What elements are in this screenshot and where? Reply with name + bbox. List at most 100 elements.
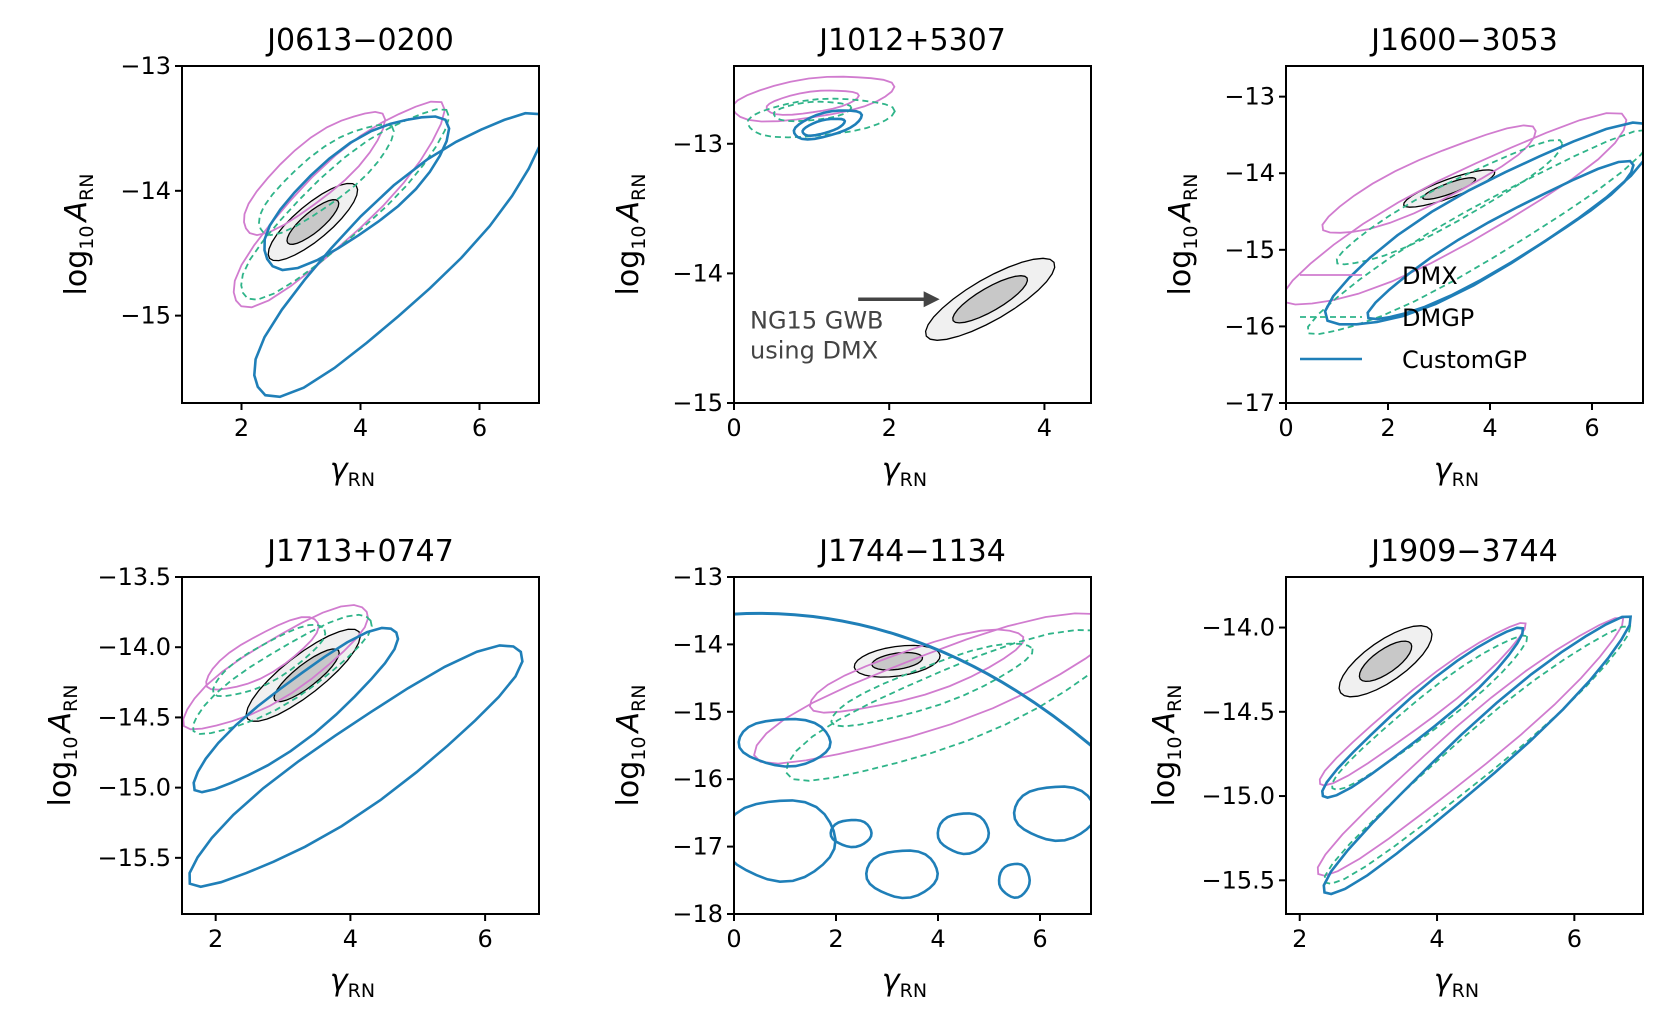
panel-j0613-0200: 2 4 6 −15 −14 −13 J0613−0200 γRN log10ARN (59, 23, 540, 491)
plot-area (1286, 112, 1643, 335)
x-tick-label: 6 (477, 925, 492, 953)
contour-customgp-2 (192, 626, 400, 794)
x-axis-label: γRN (1434, 452, 1479, 491)
contour-dmgp-1 (240, 108, 451, 301)
series-ng15-gwb (853, 644, 941, 678)
series-customgp (792, 109, 864, 141)
y-tick-label: −15.5 (1201, 866, 1275, 894)
x-tick-label: 4 (353, 414, 368, 442)
series-customgp (188, 626, 524, 889)
x-tick-label: 0 (726, 414, 741, 442)
contour-customgp-5 (829, 818, 873, 849)
x-tick-label: 4 (1037, 414, 1052, 442)
y-tick-label: −14.0 (97, 633, 171, 661)
x-tick-label: 6 (1567, 925, 1582, 953)
contour-customgp-4 (1012, 785, 1091, 843)
contour-ng15-gwb-2 (286, 199, 340, 245)
series-dmx (1316, 617, 1625, 877)
x-tick-label: 4 (343, 925, 358, 953)
x-tick-label: 2 (234, 414, 249, 442)
y-axis-label: log10ARN (59, 174, 98, 296)
x-tick-label: 2 (1292, 925, 1307, 953)
y-axis-label: log10ARN (1163, 174, 1202, 296)
annotation-arrow-head (923, 291, 940, 308)
annotation-line-2: using DMX (750, 336, 878, 364)
contour-dmx-2 (243, 110, 387, 237)
contour-dmx-1 (232, 100, 446, 309)
y-tick-label: −14 (672, 630, 723, 658)
contour-dmgp-2 (212, 623, 327, 698)
plot-area (1316, 615, 1633, 896)
panel-title: J1909−3744 (1369, 534, 1558, 569)
contour-customgp-1 (792, 109, 864, 141)
contour-dmgp-1 (785, 629, 1091, 782)
panel-title: J0613−0200 (265, 23, 454, 58)
series-dmgp (1307, 129, 1643, 335)
x-axis-label: γRN (330, 452, 375, 491)
contour-dmgp-2 (773, 100, 853, 123)
x-axis-label: γRN (882, 452, 927, 491)
contour-dmgp-2 (258, 123, 395, 237)
y-tick-label: −14.0 (1201, 614, 1275, 642)
contour-customgp-1 (188, 644, 524, 889)
plot-area (232, 100, 539, 399)
x-tick-label: 4 (930, 925, 945, 953)
x-tick-label: 6 (1584, 414, 1599, 442)
contour-dmx-1 (1286, 112, 1628, 306)
y-axis-label: log10ARN (611, 685, 650, 807)
series-dmgp (240, 108, 451, 301)
panel-title: J1012+5307 (817, 23, 1006, 58)
y-axis-label: log10ARN (43, 685, 82, 807)
legend: DMX DMGP CustomGP (1300, 262, 1527, 374)
panel-j1012-5307: 0 2 4 −15 −14 −13 J1012+5307 γRN log10ARN NG15 GW… (611, 23, 1092, 491)
contour-customgp-2 (263, 115, 451, 272)
panel-title: J1744−1134 (817, 534, 1006, 569)
series-ng15-gwb (267, 182, 359, 262)
y-tick-label: −13 (1224, 83, 1275, 111)
contour-dmgp-2 (1335, 139, 1564, 266)
x-axis-label: γRN (882, 963, 927, 1002)
axes-frame (1285, 65, 1644, 404)
series-customgp (252, 111, 539, 399)
legend-label-customgp: CustomGP (1402, 346, 1527, 374)
panel-title: J1713+0747 (265, 534, 454, 569)
axes-frame (733, 576, 1092, 915)
series-ng15-gwb (1338, 625, 1433, 698)
series-dmx (232, 100, 446, 309)
series-dmx (734, 75, 896, 123)
contour-customgp-1 (737, 717, 832, 768)
contour-dmx-2 (1318, 622, 1527, 787)
contour-dmgp-1 (1307, 129, 1643, 335)
x-tick-label: 6 (1032, 925, 1047, 953)
contour-dmx-2 (205, 616, 320, 691)
x-tick-label: 4 (1482, 414, 1497, 442)
panel-j1909-3744: 2 4 6 −15.5 −15.0 −14.5 −14.0 J1909−3744 γRN log1… (1147, 534, 1644, 1002)
contour-customgp-2 (1320, 626, 1525, 799)
contour-dmx-2 (808, 628, 1025, 714)
x-tick-label: 4 (1429, 925, 1444, 953)
contour-dmgp-1 (746, 97, 896, 139)
y-tick-label: −13 (672, 130, 723, 158)
y-tick-label: −15 (672, 698, 723, 726)
y-tick-label: −17 (1224, 389, 1275, 417)
y-tick-label: −16 (672, 765, 723, 793)
y-tick-label: −16 (1224, 312, 1275, 340)
plot-area (182, 604, 524, 889)
y-tick-label: −14 (120, 177, 171, 205)
contour-ng15-gwb-2 (952, 275, 1029, 324)
y-tick-label: −15 (1224, 236, 1275, 264)
series-customgp (734, 611, 1091, 900)
panel-j1713-0747: 2 4 6 −15.5 −15.0 −14.5 −14.0 −13.5 J1713+0747 γR… (43, 534, 540, 1002)
axes-frame (1285, 576, 1644, 915)
x-tick-label: 0 (726, 925, 741, 953)
contour-customgp-2 (1366, 159, 1635, 321)
y-tick-label: −15.0 (1201, 782, 1275, 810)
annotation-line-1: NG15 GWB (750, 306, 884, 334)
panel-j1600-3053: 0 2 4 6 −17 −16 −15 −14 −13 J1600−3053 γRN log10ARN… (1163, 23, 1644, 491)
y-tick-label: −15 (120, 302, 171, 330)
y-tick-label: −14.5 (1201, 698, 1275, 726)
contour-dmx-1 (1316, 617, 1625, 877)
contour-ng15-gwb-2 (273, 648, 340, 703)
contour-dmgp-2 (830, 642, 1034, 728)
